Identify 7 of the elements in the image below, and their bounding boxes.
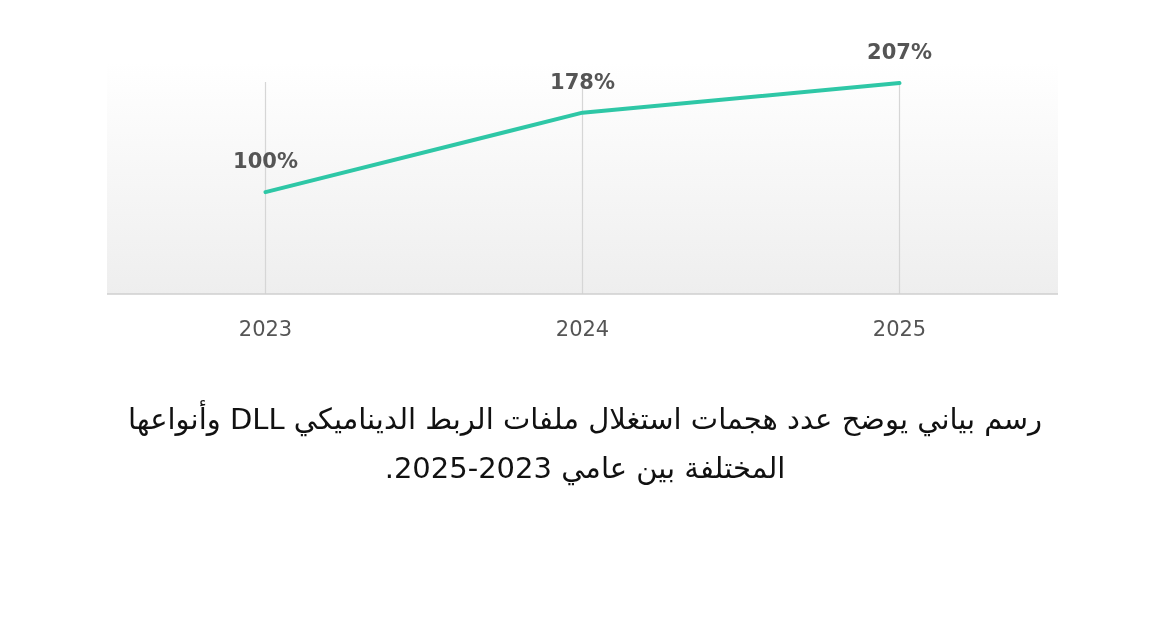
data-label: 207% — [867, 40, 932, 65]
text: رسم بياني يوضح عدد هجمات استغلال ملفات الربط الديناميكي DLL وأنواعها المختلفة بين عامي 2023-2025. — [127, 399, 1043, 488]
x-tick-label: 2024 — [555, 317, 610, 341]
x-tick-label: 2025 — [872, 317, 927, 341]
data-label: 178% — [550, 69, 615, 94]
x-tick-label: 2023 — [238, 317, 293, 341]
data-label: 100% — [233, 149, 298, 174]
